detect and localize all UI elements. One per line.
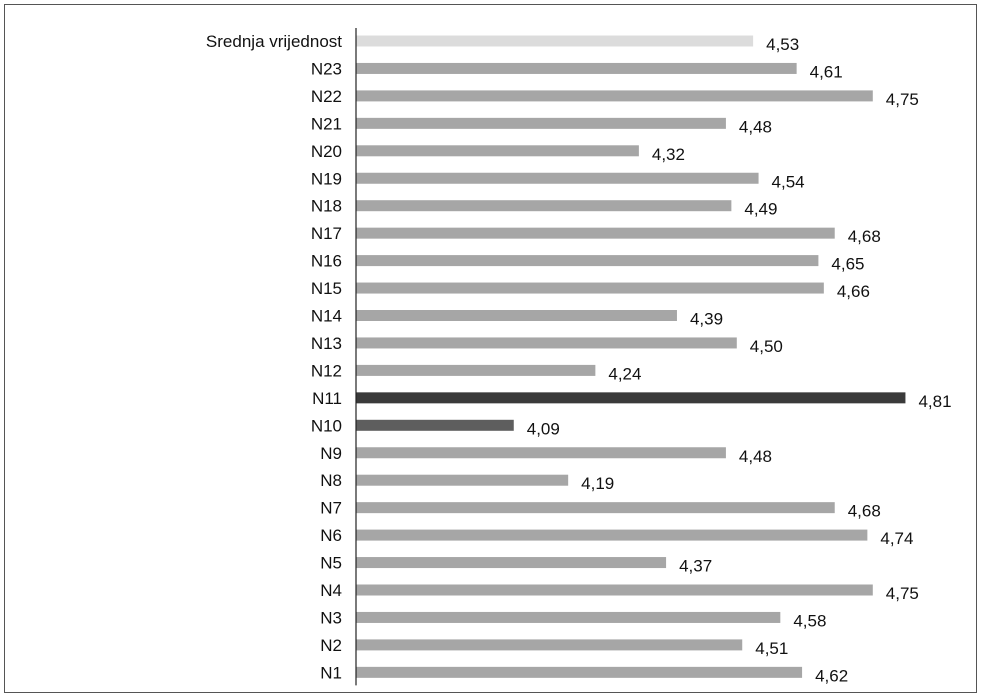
bar bbox=[356, 666, 803, 678]
category-label: N14 bbox=[311, 307, 342, 326]
bar bbox=[356, 447, 726, 459]
category-label: Srednja vrijednost bbox=[206, 32, 342, 51]
bar bbox=[356, 474, 569, 486]
value-label: 4,75 bbox=[886, 90, 919, 109]
bar bbox=[356, 200, 732, 212]
category-label: N17 bbox=[311, 224, 342, 243]
bar bbox=[356, 172, 759, 184]
bar bbox=[356, 584, 873, 596]
category-label: N13 bbox=[311, 334, 342, 353]
value-label: 4,62 bbox=[815, 666, 848, 685]
value-label: 4,54 bbox=[772, 172, 805, 191]
value-label: 4,74 bbox=[880, 529, 913, 548]
bar bbox=[356, 611, 781, 623]
category-label: N22 bbox=[311, 87, 342, 106]
category-label: N15 bbox=[311, 279, 342, 298]
bar bbox=[356, 255, 819, 267]
category-label: N23 bbox=[311, 59, 342, 78]
category-label: N5 bbox=[320, 554, 342, 573]
bar bbox=[356, 419, 514, 431]
bar bbox=[356, 145, 639, 157]
value-label: 4,39 bbox=[690, 310, 723, 329]
category-label: N20 bbox=[311, 142, 342, 161]
category-label: N21 bbox=[311, 114, 342, 133]
bar bbox=[356, 227, 835, 239]
value-label: 4,49 bbox=[744, 200, 777, 219]
category-label: N6 bbox=[320, 526, 342, 545]
value-label: 4,66 bbox=[837, 282, 870, 301]
value-label: 4,75 bbox=[886, 584, 919, 603]
value-label: 4,50 bbox=[750, 337, 783, 356]
value-label: 4,37 bbox=[679, 557, 712, 576]
value-label: 4,68 bbox=[848, 502, 881, 521]
value-label: 4,32 bbox=[652, 145, 685, 164]
category-label: N8 bbox=[320, 471, 342, 490]
value-label: 4,09 bbox=[527, 419, 560, 438]
value-label: 4,61 bbox=[810, 62, 843, 81]
bar bbox=[356, 392, 906, 404]
value-label: 4,68 bbox=[848, 227, 881, 246]
bar bbox=[356, 117, 726, 129]
value-label: 4,65 bbox=[831, 255, 864, 274]
category-label: N12 bbox=[311, 361, 342, 380]
bar bbox=[356, 35, 754, 47]
category-label: N7 bbox=[320, 499, 342, 518]
value-label: 4,51 bbox=[755, 639, 788, 658]
category-label: N16 bbox=[311, 252, 342, 271]
value-label: 4,48 bbox=[739, 117, 772, 136]
bar bbox=[356, 282, 824, 294]
value-label: 4,58 bbox=[793, 611, 826, 630]
category-label: N3 bbox=[320, 608, 342, 627]
category-label: N9 bbox=[320, 444, 342, 463]
value-label: 4,48 bbox=[739, 447, 772, 466]
value-label: 4,19 bbox=[581, 474, 614, 493]
bar bbox=[356, 529, 868, 541]
chart-border bbox=[4, 4, 977, 693]
bar bbox=[356, 502, 835, 514]
value-label: 4,24 bbox=[608, 364, 641, 383]
category-label: N19 bbox=[311, 169, 342, 188]
bar bbox=[356, 639, 743, 651]
category-label: N18 bbox=[311, 197, 342, 216]
category-label: N4 bbox=[320, 581, 342, 600]
bar bbox=[356, 557, 667, 569]
bar bbox=[356, 90, 873, 102]
value-label: 4,53 bbox=[766, 35, 799, 54]
bar bbox=[356, 62, 797, 74]
category-label: N1 bbox=[320, 663, 342, 682]
bar bbox=[356, 310, 677, 321]
value-label: 4,81 bbox=[918, 392, 951, 411]
category-label: N10 bbox=[311, 416, 342, 435]
bar bbox=[356, 364, 596, 376]
bar bbox=[356, 337, 737, 349]
category-label: N2 bbox=[320, 636, 342, 655]
category-label: N11 bbox=[312, 389, 342, 408]
